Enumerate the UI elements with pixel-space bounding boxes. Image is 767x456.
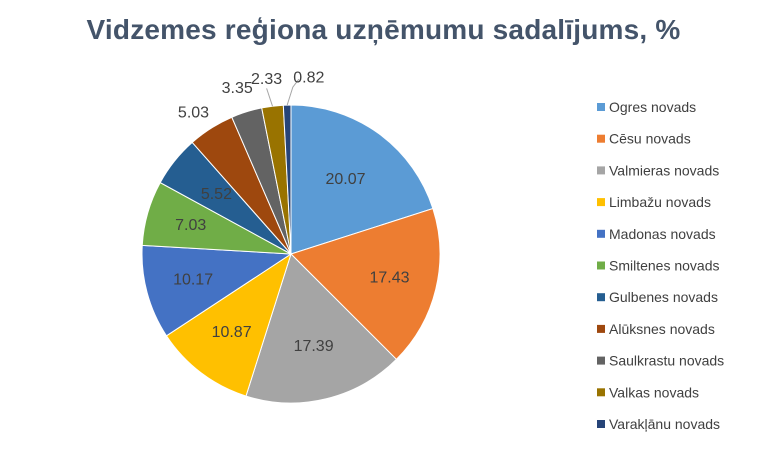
data-label-varaklanu-novads: 0.82 — [293, 70, 324, 87]
data-label-aluksnes-novads: 5.03 — [178, 105, 209, 122]
legend-swatch-smiltenes-novads — [597, 261, 605, 270]
legend-label-gulbenes-novads: Gulbenes novads — [609, 289, 718, 305]
pie-slices — [141, 104, 441, 404]
legend-item-limbazu-novads: Limbažu novads — [597, 194, 711, 210]
pie-slice-valmieras-novads — [245, 253, 398, 404]
pie-slice-cesu-novads — [290, 207, 441, 361]
data-label-ogres-novads: 20.07 — [325, 171, 365, 188]
legend-label-aluksnes-novads: Alūksnes novads — [609, 321, 715, 337]
leader-lines — [266, 78, 300, 107]
legend-swatch-cesu-novads — [597, 134, 605, 143]
legend-item-valkas-novads: Valkas novads — [597, 384, 699, 400]
legend-label-varaklanu-novads: Varakļānu novads — [609, 416, 720, 432]
legend-item-cesu-novads: Cēsu novads — [597, 131, 691, 147]
legend-swatch-varaklanu-novads — [597, 420, 605, 428]
data-label-saulkrastu-novads: 3.35 — [222, 80, 253, 97]
legend-label-saulkrastu-novads: Saulkrastu novads — [609, 353, 724, 369]
data-label-limbazu-novads: 10.87 — [212, 324, 252, 341]
legend-label-limbazu-novads: Limbažu novads — [609, 194, 711, 210]
legend-item-saulkrastu-novads: Saulkrastu novads — [597, 353, 724, 369]
legend-item-aluksnes-novads: Alūksnes novads — [597, 321, 715, 337]
data-label-smiltenes-novads: 7.03 — [175, 217, 206, 234]
legend-swatch-valmieras-novads — [597, 166, 605, 175]
leader-line-valkas-novads — [266, 88, 273, 107]
slice-labels: 20.07 17.43 17.39 10.87 10.17 7.03 5.52 5.03 3.3… — [173, 70, 410, 355]
data-label-valmieras-novads: 17.39 — [294, 338, 334, 355]
legend-label-madonas-novads: Madonas novads — [609, 226, 716, 242]
pie-slice-ogres-novads — [290, 104, 434, 255]
pie-slice-varaklanu-novads — [282, 104, 292, 255]
legend-item-gulbenes-novads: Gulbenes novads — [597, 289, 718, 305]
legend-label-valmieras-novads: Valmieras novads — [609, 162, 719, 178]
legend-swatch-limbazu-novads — [597, 198, 605, 207]
pie-slice-madonas-novads — [141, 244, 293, 337]
legend-item-smiltenes-novads: Smiltenes novads — [597, 258, 720, 274]
data-label-gulbenes-novads: 5.52 — [201, 186, 232, 203]
legend-swatch-ogres-novads — [597, 103, 605, 111]
legend-swatch-aluksnes-novads — [597, 324, 605, 333]
legend-label-cesu-novads: Cēsu novads — [609, 131, 691, 147]
data-label-madonas-novads: 10.17 — [173, 272, 213, 289]
leader-line-varaklanu-novads — [286, 78, 300, 106]
legend-label-ogres-novads: Ogres novads — [609, 99, 696, 115]
legend: Ogres novads Cēsu novads Valmieras novads L… — [597, 99, 724, 432]
legend-item-ogres-novads: Ogres novads — [597, 99, 696, 115]
legend-swatch-gulbenes-novads — [597, 293, 605, 302]
legend-item-madonas-novads: Madonas novads — [597, 226, 716, 242]
legend-swatch-madonas-novads — [597, 229, 605, 238]
legend-item-varaklanu-novads: Varakļānu novads — [597, 416, 720, 432]
legend-swatch-valkas-novads — [597, 388, 605, 397]
chart-title: Vidzemes reģiona uzņēmumu sadalījums, % — [86, 14, 681, 45]
legend-swatch-saulkrastu-novads — [597, 356, 605, 365]
legend-item-valmieras-novads: Valmieras novads — [597, 162, 719, 178]
legend-label-smiltenes-novads: Smiltenes novads — [609, 258, 720, 274]
pie-slice-limbazu-novads — [165, 252, 292, 397]
data-label-cesu-novads: 17.43 — [369, 269, 409, 286]
legend-label-valkas-novads: Valkas novads — [609, 384, 699, 400]
data-label-valkas-novads: 2.33 — [251, 71, 282, 88]
